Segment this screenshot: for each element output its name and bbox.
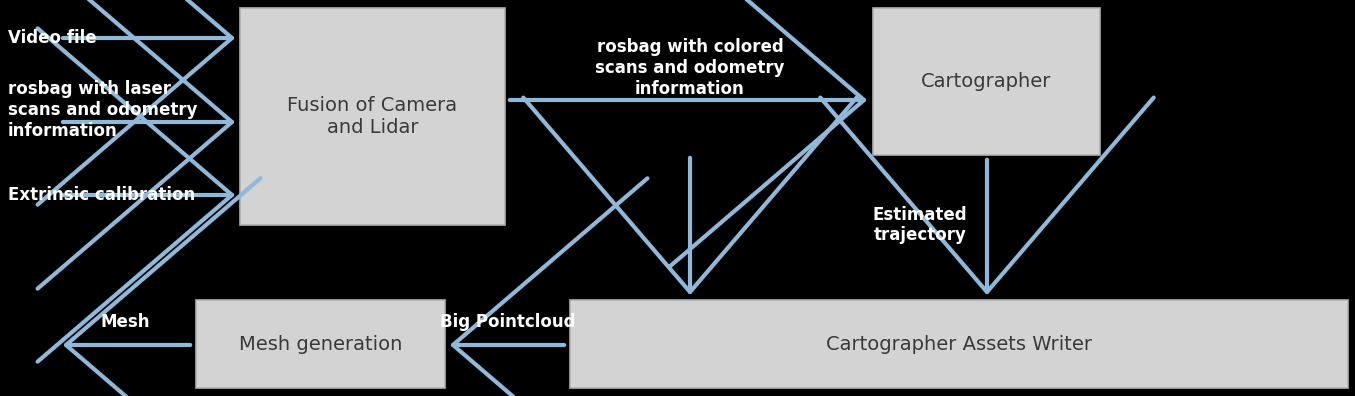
Text: rosbag with colored
scans and odometry
information: rosbag with colored scans and odometry i… [595,38,785,98]
Text: Cartographer: Cartographer [921,72,1051,91]
Text: Cartographer Assets Writer: Cartographer Assets Writer [827,335,1092,354]
FancyBboxPatch shape [196,300,444,388]
Text: rosbag with laser
scans and odometry
information: rosbag with laser scans and odometry inf… [8,80,198,140]
Text: Big Pointcloud: Big Pointcloud [440,313,576,331]
FancyBboxPatch shape [873,8,1100,155]
Text: Video file: Video file [8,29,96,47]
Text: Mesh generation: Mesh generation [238,335,402,354]
Text: Mesh: Mesh [100,313,150,331]
Text: Fusion of Camera
and Lidar: Fusion of Camera and Lidar [287,96,458,137]
FancyBboxPatch shape [570,300,1348,388]
FancyBboxPatch shape [240,8,505,225]
Text: Estimated
trajectory: Estimated trajectory [873,206,967,244]
Text: Extrinsic calibration: Extrinsic calibration [8,186,195,204]
